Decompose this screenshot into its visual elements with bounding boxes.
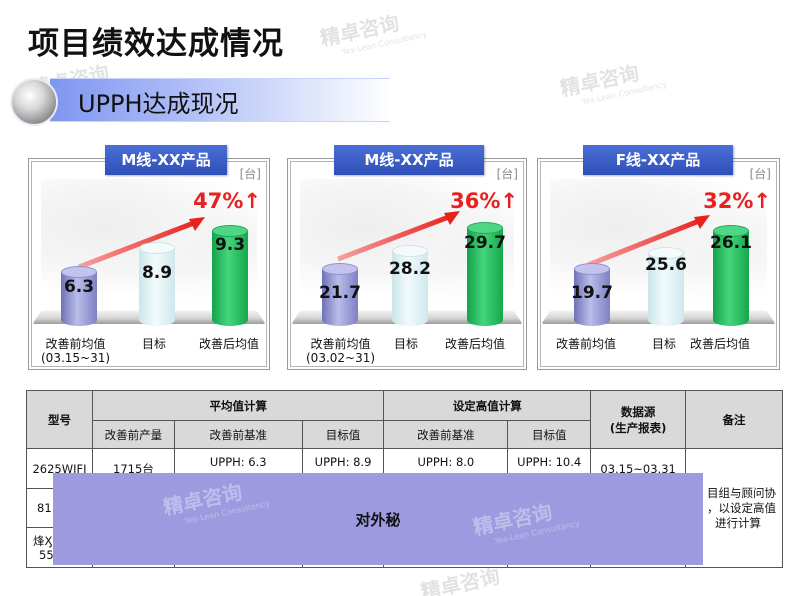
col-header-output: 改善前产量 bbox=[91, 420, 175, 449]
unit-label: [台] bbox=[496, 167, 518, 181]
col-header-high-baseline: 改善前基准 bbox=[383, 420, 509, 449]
col-header-high-group: 设定高值计算 bbox=[383, 390, 592, 421]
bar-target bbox=[392, 245, 428, 326]
bar-value-before: 19.7 bbox=[571, 283, 613, 303]
chart-card-f-line: F线-XX产品 [台] 32%↑ 19.7 25.6 26.1 改善前均值 目标… bbox=[537, 145, 780, 370]
col-header-model: 型号 bbox=[26, 390, 93, 449]
unit-label: [台] bbox=[749, 167, 771, 181]
bar-value-target: 25.6 bbox=[645, 255, 687, 275]
chart-title: M线-XX产品 bbox=[334, 145, 484, 175]
bar-before bbox=[61, 266, 97, 326]
category-label: 目标 bbox=[652, 337, 677, 351]
category-label: 改善后均值 bbox=[445, 337, 506, 351]
chart-card-m-line-1: M线-XX产品 [台] 47%↑ 6.3 8.9 9.3 改善前均值 (03.15… bbox=[28, 145, 270, 370]
bar-value-after: 26.1 bbox=[710, 233, 752, 253]
bar-after bbox=[212, 225, 248, 326]
bar-value-after: 29.7 bbox=[464, 233, 506, 253]
bar-value-target: 28.2 bbox=[389, 259, 431, 279]
category-label: 改善前均值 (03.15~31) bbox=[41, 337, 111, 365]
improvement-percent: 47%↑ bbox=[193, 189, 261, 213]
category-label: 改善前均值 (03.02~31) bbox=[306, 337, 376, 365]
bar-value-target: 8.9 bbox=[141, 263, 173, 283]
chart-card-m-line-2: M线-XX产品 [台] 36%↑ 21.7 28.2 29.7 改善前均值 (03… bbox=[287, 145, 527, 370]
category-label: 目标 bbox=[142, 337, 167, 351]
chart-title: M线-XX产品 bbox=[105, 145, 227, 175]
bar-value-before: 6.3 bbox=[63, 277, 95, 297]
improvement-percent: 32%↑ bbox=[703, 189, 771, 213]
bar-value-before: 21.7 bbox=[319, 283, 361, 303]
chart-title: F线-XX产品 bbox=[583, 145, 733, 175]
bar-value-after: 9.3 bbox=[214, 235, 246, 255]
sphere-bullet-icon bbox=[12, 80, 56, 124]
category-label: 改善后均值 bbox=[690, 337, 751, 351]
improvement-percent: 36%↑ bbox=[450, 189, 518, 213]
bar-before bbox=[574, 263, 610, 326]
col-header-source: 数据源 (生产报表) bbox=[590, 390, 687, 449]
confidential-overlay: 对外秘 精卓咨询 Yes-Lean Consultancy 精卓咨询 Yes-Lea… bbox=[53, 473, 703, 565]
section-banner bbox=[50, 78, 390, 122]
unit-label: [台] bbox=[239, 167, 261, 181]
page-title: 项目绩效达成情况 bbox=[28, 26, 284, 62]
bar-after bbox=[713, 225, 749, 326]
col-header-avg-group: 平均值计算 bbox=[91, 390, 385, 421]
confidential-label: 对外秘 bbox=[355, 511, 401, 529]
category-label: 改善前均值 bbox=[556, 337, 617, 351]
section-title: UPPH达成现况 bbox=[78, 90, 239, 118]
bar-before bbox=[322, 263, 358, 326]
bar-target bbox=[648, 247, 684, 326]
bar-target bbox=[139, 242, 175, 326]
col-header-remark: 备注 bbox=[685, 390, 783, 449]
col-header-high-target: 目标值 bbox=[507, 420, 592, 449]
category-label: 改善后均值 bbox=[199, 337, 260, 351]
category-label: 目标 bbox=[394, 337, 419, 351]
bar-after bbox=[467, 222, 503, 326]
col-header-avg-target: 目标值 bbox=[301, 420, 385, 449]
col-header-avg-baseline: 改善前基准 bbox=[173, 420, 303, 449]
